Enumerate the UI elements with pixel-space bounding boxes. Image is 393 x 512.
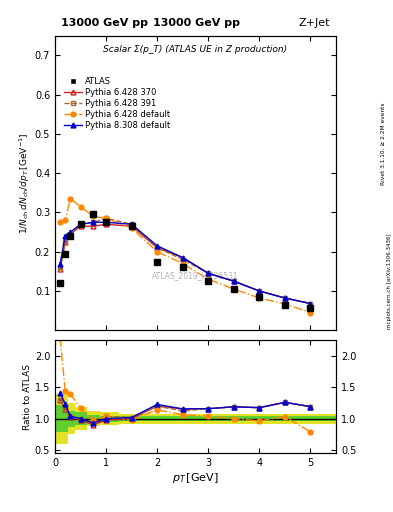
Y-axis label: $1/N_\mathrm{ch}\,dN_\mathrm{ch}/dp_T\,[\mathrm{GeV}^{-1}]$: $1/N_\mathrm{ch}\,dN_\mathrm{ch}/dp_T\,[… <box>18 133 32 233</box>
X-axis label: $p_T\,[\mathrm{GeV}]$: $p_T\,[\mathrm{GeV}]$ <box>172 471 219 485</box>
Text: mcplots.cern.ch [arXiv:1306.3436]: mcplots.cern.ch [arXiv:1306.3436] <box>387 234 391 329</box>
Text: Scalar Σ(p_T) (ATLAS UE in Z production): Scalar Σ(p_T) (ATLAS UE in Z production) <box>103 45 288 54</box>
Y-axis label: Ratio to ATLAS: Ratio to ATLAS <box>23 364 32 430</box>
Legend: ATLAS, Pythia 6.428 370, Pythia 6.428 391, Pythia 6.428 default, Pythia 8.308 de: ATLAS, Pythia 6.428 370, Pythia 6.428 39… <box>62 75 172 132</box>
Text: 13000 GeV pp: 13000 GeV pp <box>61 18 148 29</box>
Text: Z+Jet: Z+Jet <box>299 18 331 29</box>
Text: 13000 GeV pp: 13000 GeV pp <box>153 18 240 28</box>
Text: Rivet 3.1.10, ≥ 2.2M events: Rivet 3.1.10, ≥ 2.2M events <box>381 102 386 185</box>
Text: ATLAS_2019_I1736531: ATLAS_2019_I1736531 <box>152 271 239 280</box>
